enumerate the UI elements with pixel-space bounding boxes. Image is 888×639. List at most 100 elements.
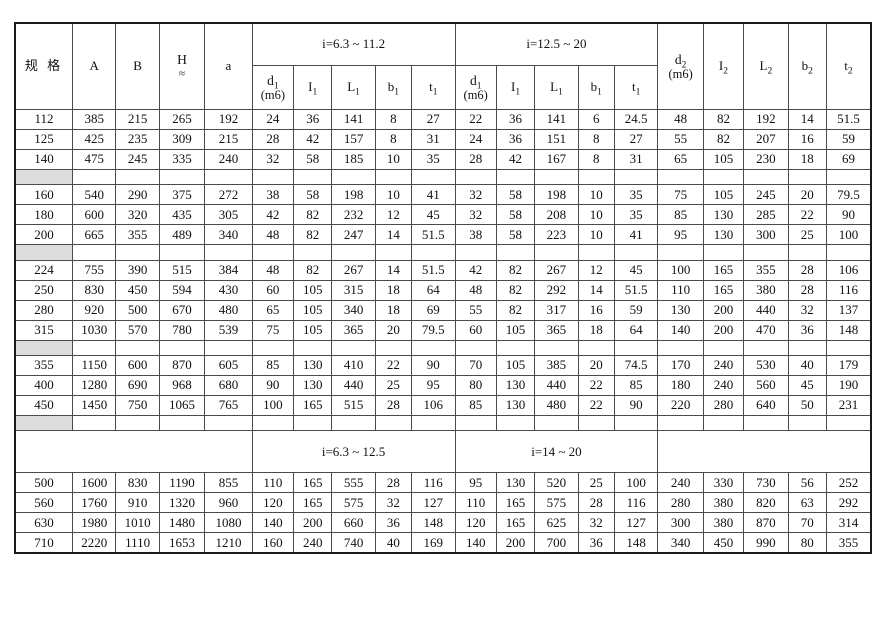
header-cell-I2: I2 xyxy=(702,22,745,110)
cell-value: 140 xyxy=(454,532,497,554)
separator-cell xyxy=(411,168,456,186)
separator-cell xyxy=(158,168,206,186)
cell-value: 90 xyxy=(613,394,659,416)
cell-value: 450 xyxy=(115,279,160,301)
cell-value: 32 xyxy=(454,184,497,206)
cell-value: 27 xyxy=(613,129,659,150)
table-row: 355 1150 600 870 605 85 130 410 22 90 70 105 385 20 74… xyxy=(14,354,872,376)
cell-value: 830 xyxy=(72,279,117,301)
cell-value: 51.5 xyxy=(411,259,456,281)
cell-value: 314 xyxy=(825,512,872,534)
separator-cell xyxy=(454,414,497,432)
cell-value: 198 xyxy=(331,184,376,206)
cell-value: 855 xyxy=(204,472,253,494)
cell-value: 305 xyxy=(204,204,253,226)
separator-cell xyxy=(251,414,295,432)
cell-value: 240 xyxy=(702,374,745,396)
separator-cell xyxy=(825,414,872,432)
cell-value: 65 xyxy=(251,299,295,321)
cell-value: 130 xyxy=(495,374,536,396)
block-separator xyxy=(14,244,872,261)
cell-value: 24.5 xyxy=(613,109,659,130)
separator-cell xyxy=(204,244,253,261)
cell-value: 69 xyxy=(411,299,456,321)
cell-value: 169 xyxy=(411,532,456,554)
separator-cell xyxy=(613,244,659,261)
cell-value: 48 xyxy=(251,259,295,281)
cell-value: 6 xyxy=(577,109,615,130)
block-separator xyxy=(14,414,872,432)
cell-value: 22 xyxy=(577,374,615,396)
header-d1-unit-g1: (m6) xyxy=(260,88,285,103)
cell-value: 170 xyxy=(657,354,704,376)
separator-cell xyxy=(657,339,704,356)
separator-cell xyxy=(293,339,333,356)
separator-cell xyxy=(14,339,74,356)
cell-value: 960 xyxy=(204,492,253,514)
cell-value: 38 xyxy=(251,184,295,206)
cell-value: 200 xyxy=(702,319,745,341)
cell-value: 56 xyxy=(787,472,827,494)
cell-value: 200 xyxy=(293,512,333,534)
header-b1-label-g2: b1 xyxy=(590,79,602,98)
cell-value: 207 xyxy=(743,129,789,150)
cell-value: 82 xyxy=(495,279,536,301)
cell-value: 435 xyxy=(158,204,206,226)
cell-value: 106 xyxy=(411,394,456,416)
cell-value: 64 xyxy=(411,279,456,301)
cell-value: 90 xyxy=(825,204,872,226)
cell-value: 480 xyxy=(204,299,253,321)
cell-value: 32 xyxy=(577,512,615,534)
cell-value: 1190 xyxy=(158,472,206,494)
cell-value: 2220 xyxy=(72,532,117,554)
cell-value: 105 xyxy=(293,279,333,301)
header-cell-B: B xyxy=(115,22,160,110)
cell-value: 390 xyxy=(115,259,160,281)
header-H-approx: ≈ xyxy=(178,67,186,80)
cell-value: 14 xyxy=(577,279,615,301)
cell-value: 220 xyxy=(657,394,704,416)
cell-value: 380 xyxy=(702,492,745,514)
cell-value: 25 xyxy=(577,472,615,494)
cell-value: 165 xyxy=(702,259,745,281)
cell-value: 130 xyxy=(293,354,333,376)
cell-value: 45 xyxy=(787,374,827,396)
cell-value: 82 xyxy=(293,224,333,246)
cell-value: 120 xyxy=(251,492,295,514)
header-d2-unit: (m6) xyxy=(668,67,693,82)
cell-value: 440 xyxy=(743,299,789,321)
header-cell-d1-group1: d1 (m6) xyxy=(251,65,295,110)
cell-value: 1450 xyxy=(72,394,117,416)
cell-value: 36 xyxy=(577,532,615,554)
cell-value: 60 xyxy=(454,319,497,341)
cell-value: 489 xyxy=(158,224,206,246)
cell-value: 670 xyxy=(158,299,206,321)
cell-value: 1110 xyxy=(115,532,160,554)
cell-value: 25 xyxy=(787,224,827,246)
midband-blank-right xyxy=(657,430,872,474)
cell-value: 215 xyxy=(204,129,253,150)
cell-value: 45 xyxy=(411,204,456,226)
cell-value: 247 xyxy=(331,224,376,246)
separator-cell xyxy=(251,339,295,356)
cell-value: 1600 xyxy=(72,472,117,494)
separator-cell xyxy=(331,414,376,432)
separator-cell xyxy=(534,244,579,261)
cell-value: 55 xyxy=(454,299,497,321)
separator-cell xyxy=(743,244,789,261)
cell-value: 82 xyxy=(293,259,333,281)
cell-value: 355 xyxy=(743,259,789,281)
cell-spec: 125 xyxy=(14,129,74,150)
cell-value: 35 xyxy=(411,149,456,170)
cell-value: 292 xyxy=(534,279,579,301)
cell-spec: 710 xyxy=(14,532,74,554)
cell-value: 10 xyxy=(577,224,615,246)
cell-value: 35 xyxy=(613,204,659,226)
cell-value: 100 xyxy=(251,394,295,416)
cell-value: 105 xyxy=(702,149,745,170)
cell-value: 167 xyxy=(534,149,579,170)
table-row: 280 920 500 670 480 65 105 340 18 69 55 82 317 16 59 13… xyxy=(14,299,872,321)
cell-value: 18 xyxy=(577,319,615,341)
cell-value: 1030 xyxy=(72,319,117,341)
cell-value: 50 xyxy=(787,394,827,416)
